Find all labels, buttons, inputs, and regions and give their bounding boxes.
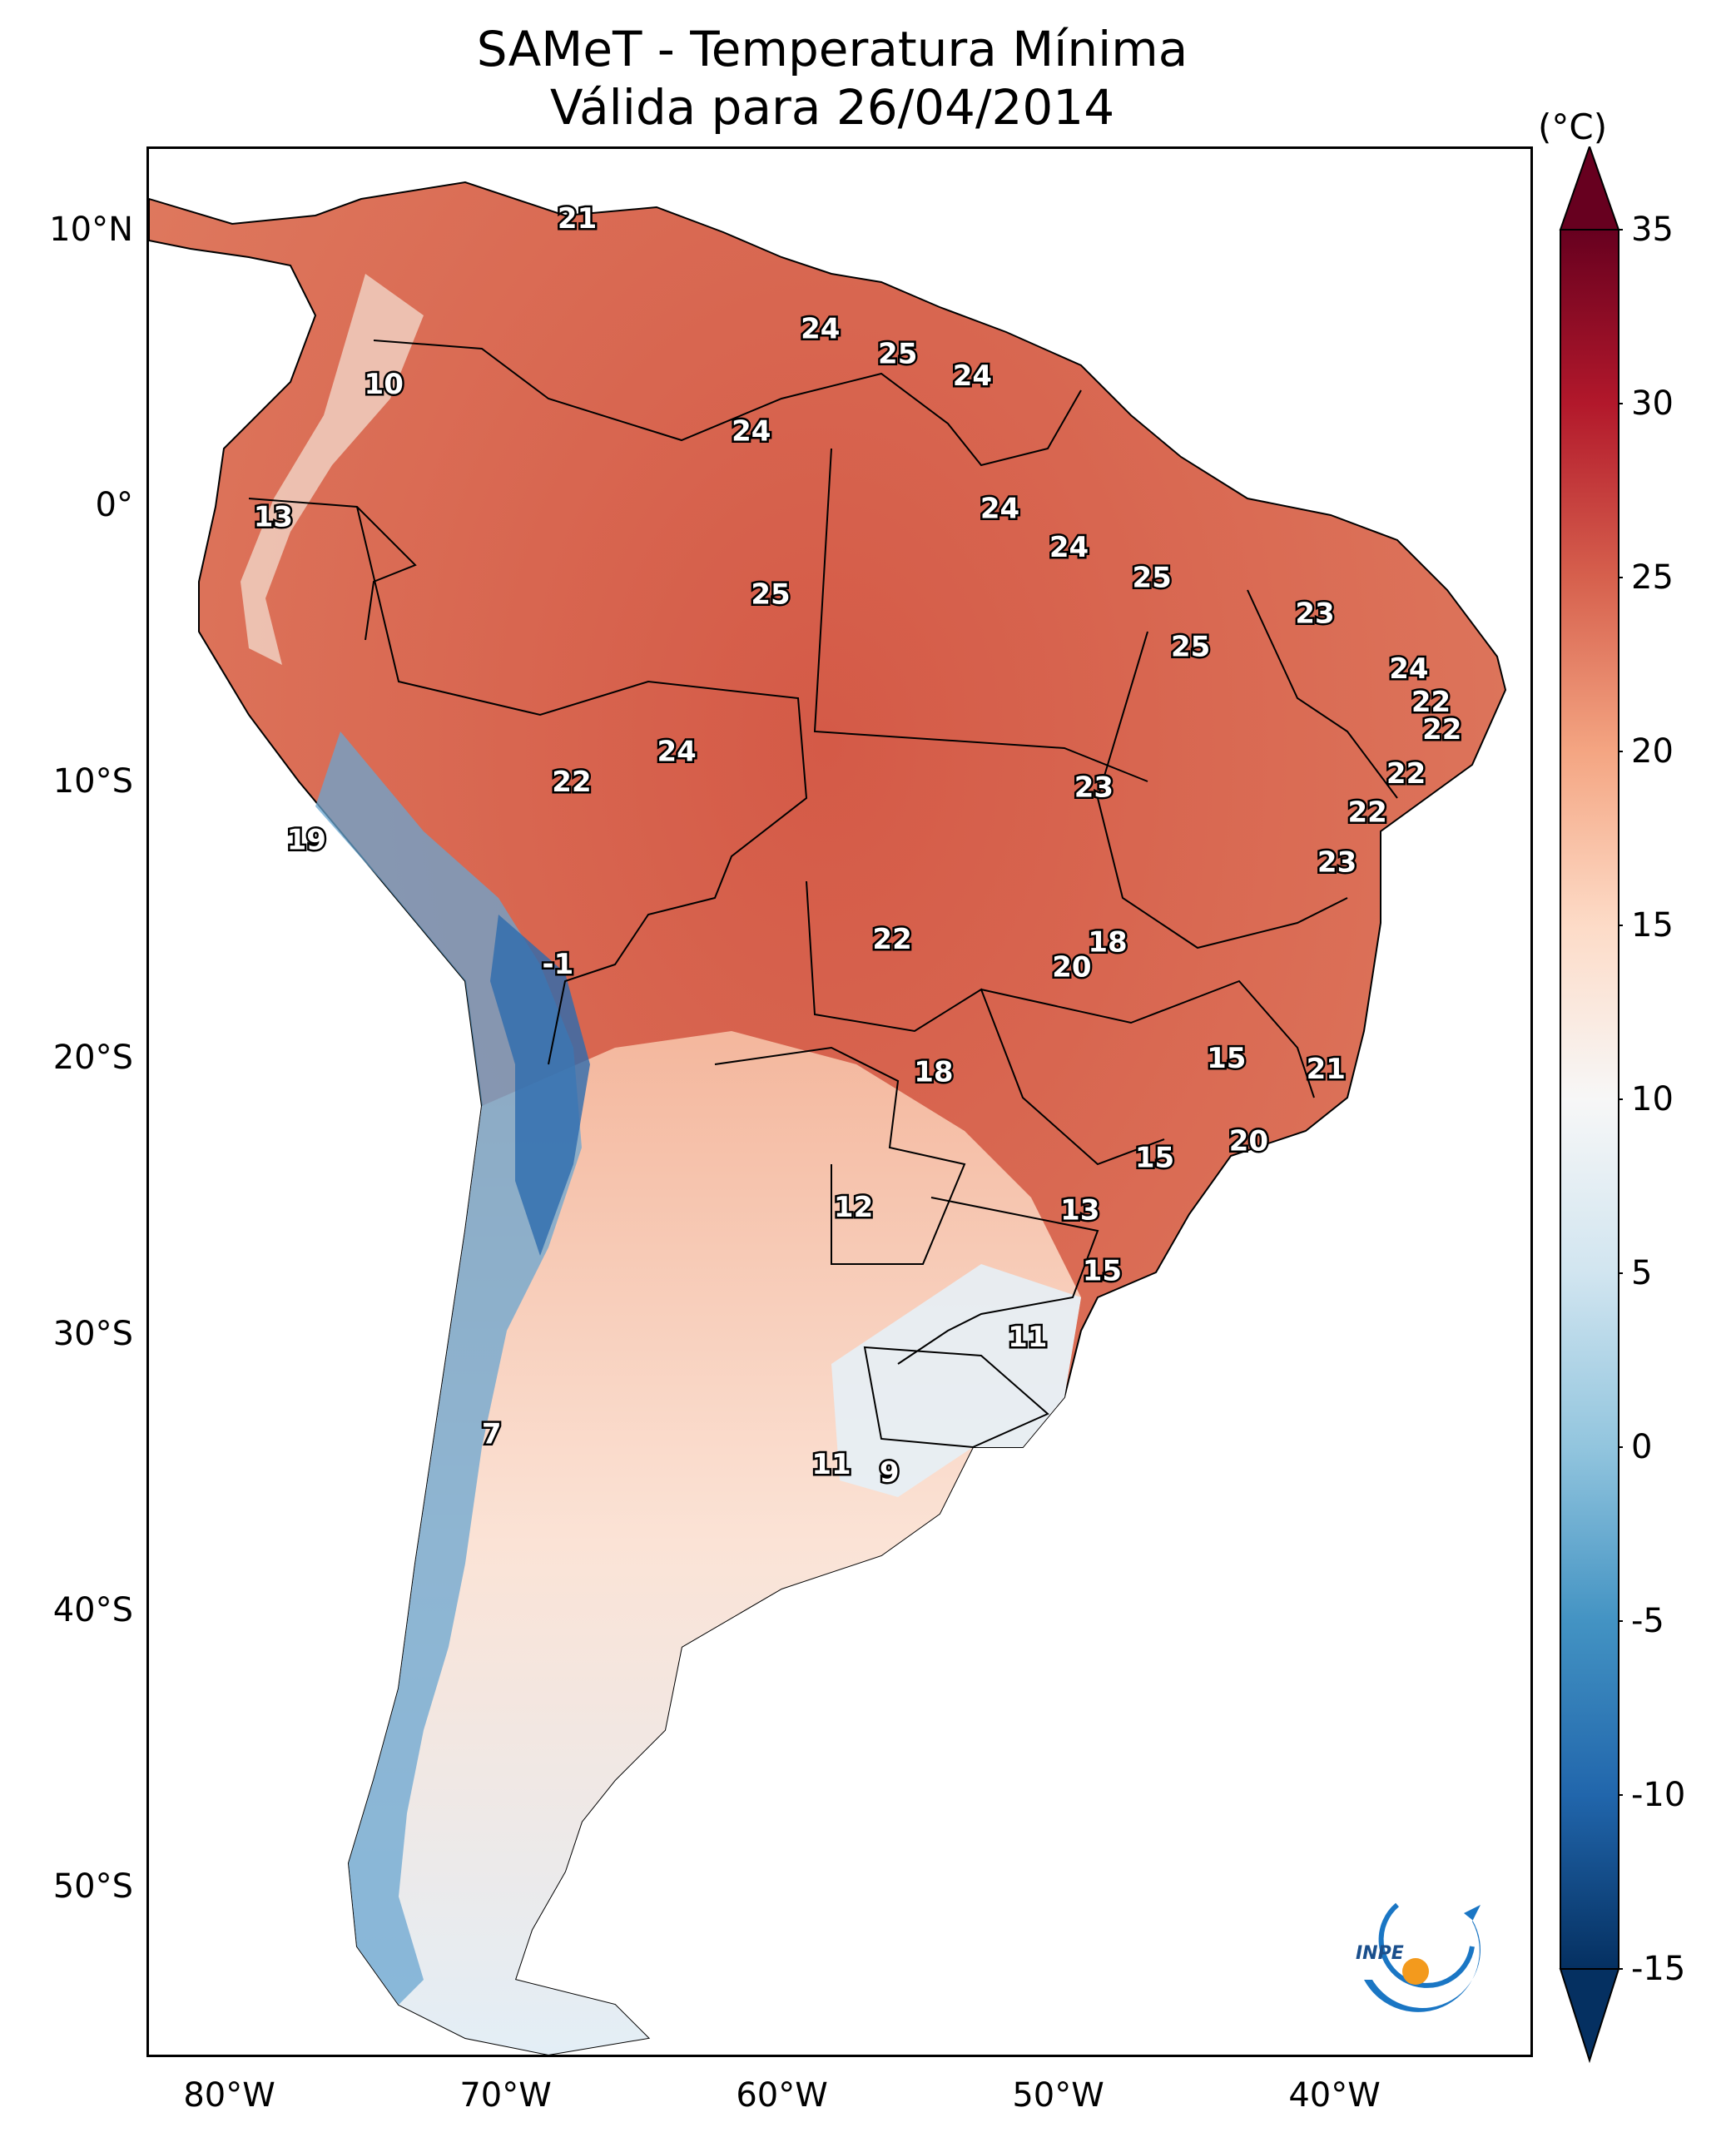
lat-tick-label: 0° <box>95 486 133 525</box>
colorbar-tick-label: 0 <box>1631 1428 1653 1466</box>
temperature-value-label: 20 <box>1052 950 1091 984</box>
colorbar-max-arrow <box>1559 146 1620 231</box>
temperature-value-label: 19 <box>287 824 326 857</box>
colorbar-tick-label: 20 <box>1631 732 1674 771</box>
temperature-value-label: 24 <box>657 736 696 769</box>
map-subtitle: Válida para 26/04/2014 <box>549 79 1115 136</box>
colorbar-tick-label: 25 <box>1631 558 1674 597</box>
colorbar-tick-label: 15 <box>1631 906 1674 945</box>
temperature-value-label: 24 <box>732 415 771 449</box>
cool-patch-south-brazil <box>831 1264 1081 1497</box>
temperature-value-label: -1 <box>542 948 573 981</box>
colorbar-tick-label: 35 <box>1631 211 1674 249</box>
temperature-value-label: 7 <box>482 1417 502 1450</box>
temperature-value-label: 12 <box>834 1191 873 1224</box>
temperature-value-label: 13 <box>254 500 293 533</box>
temperature-value-label: 11 <box>811 1448 851 1481</box>
temperature-value-label: 23 <box>1074 771 1114 805</box>
temperature-value-label: 15 <box>1083 1254 1122 1287</box>
lat-tick-label: 40°S <box>52 1590 133 1629</box>
temperature-value-label: 22 <box>1347 796 1386 830</box>
temperature-value-label: 13 <box>1060 1193 1099 1227</box>
lon-tick-label: 50°W <box>1012 2076 1104 2115</box>
temperature-value-label: 21 <box>1307 1053 1346 1086</box>
lon-tick-label: 40°W <box>1288 2076 1381 2115</box>
lat-tick-label: 50°S <box>52 1867 133 1906</box>
temperature-value-label: 20 <box>1229 1124 1268 1158</box>
lat-tick-label: 20°S <box>52 1039 133 1078</box>
colorbar <box>1559 146 1623 2064</box>
temperature-value-label: 25 <box>1132 561 1171 594</box>
temperature-value-label: 15 <box>1207 1042 1246 1075</box>
colorbar-tick-label: 30 <box>1631 384 1674 423</box>
temperature-value-label: 25 <box>1171 630 1210 663</box>
temperature-value-label: 24 <box>1389 652 1428 686</box>
temperature-value-label: 15 <box>1135 1141 1174 1174</box>
colorbar-scale <box>1560 229 1619 1970</box>
inpe-logo: INPE <box>1356 1902 1481 2012</box>
temperature-value-label: 24 <box>980 492 1019 525</box>
map-title: SAMeT - Temperatura Mínima <box>476 21 1188 77</box>
map-panel[interactable]: 21 10 13 24 25 24 24 24 24 25 25 23 25 24 22 22 24 22 22 23… <box>146 146 1533 2057</box>
altiplano-cold-core <box>490 915 590 1256</box>
temperature-value-label: 22 <box>872 923 911 956</box>
temperature-value-label: 24 <box>953 359 992 393</box>
colorbar-min-arrow <box>1559 1968 1620 2064</box>
temperature-value-label: 23 <box>1295 598 1334 631</box>
country-borders <box>248 340 1398 1449</box>
lon-tick-label: 70°W <box>459 2076 552 2115</box>
colorbar-unit: (°C) <box>1538 107 1608 147</box>
lat-tick-label: 30°S <box>52 1315 133 1354</box>
temperature-value-label: 22 <box>1422 713 1461 746</box>
northern-andes-cool-strip <box>241 274 424 665</box>
lat-tick-label: 10°N <box>49 210 133 249</box>
lat-tick-label: 10°S <box>52 762 133 801</box>
southern-cone-cool-zone <box>349 1031 1081 2055</box>
temperature-value-label: 21 <box>558 202 597 236</box>
inpe-logo-text: INPE <box>1356 1943 1404 1964</box>
temperature-value-label: 22 <box>1411 686 1451 719</box>
temperature-value-label: 24 <box>1049 531 1089 564</box>
temperature-value-label: 24 <box>801 313 840 346</box>
colorbar-tick-label: -15 <box>1631 1950 1686 1988</box>
temperature-value-label: 11 <box>1008 1321 1047 1354</box>
lon-tick-label: 80°W <box>183 2076 275 2115</box>
temperature-value-label: 18 <box>914 1055 953 1088</box>
lon-tick-label: 60°W <box>736 2076 828 2115</box>
colorbar-tick-label: 5 <box>1631 1254 1653 1292</box>
temperature-value-label: 10 <box>365 368 404 401</box>
temperature-value-label: 18 <box>1088 926 1127 959</box>
colorbar-tick-label: -10 <box>1631 1776 1686 1814</box>
temperature-value-label: 25 <box>878 338 917 371</box>
temperature-value-label: 25 <box>751 578 790 611</box>
temperature-value-label: 22 <box>552 766 591 799</box>
temperature-value-label: 22 <box>1386 757 1426 791</box>
colorbar-tick-label: 10 <box>1631 1080 1674 1118</box>
temperature-value-label: 9 <box>880 1456 900 1490</box>
temperature-value-label: 23 <box>1317 845 1357 879</box>
colorbar-tick-label: -5 <box>1631 1602 1664 1640</box>
